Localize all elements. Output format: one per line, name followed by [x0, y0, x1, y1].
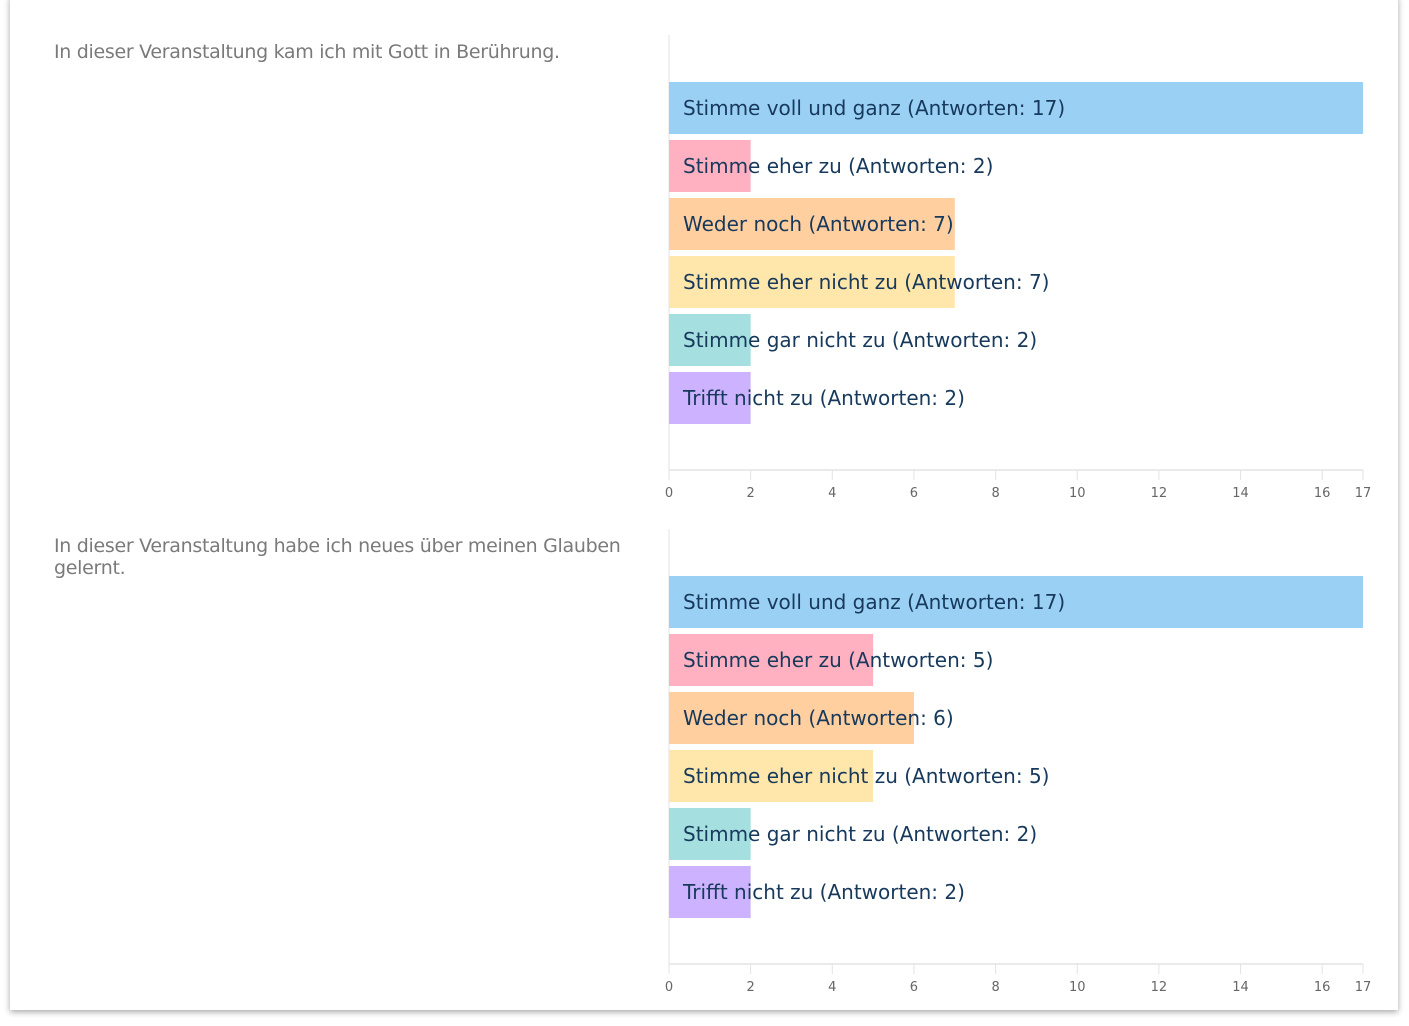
bar: [669, 82, 1363, 134]
bar-label: Stimme voll und ganz (Antworten: 17): [683, 590, 1065, 614]
question-1-bar-chart: 0 2 4 6 8 10 12 14 16 17 Stimme voll und ganz (Ant…: [665, 35, 1371, 501]
bar: [669, 198, 955, 250]
bar: [669, 140, 751, 192]
x-tick-label: 16: [1314, 486, 1331, 501]
bar-label: Stimme gar nicht zu (Antworten: 2): [683, 328, 1037, 352]
question-2-title: In dieser Veranstaltung habe ich neues ü…: [54, 535, 621, 579]
bar: [669, 256, 955, 308]
x-tick-label: 17: [1355, 980, 1372, 995]
bar-label: Stimme eher nicht zu (Antworten: 5): [683, 764, 1049, 788]
bar-label: Stimme gar nicht zu (Antworten: 2): [683, 822, 1037, 846]
x-tick-label: 4: [828, 486, 836, 501]
bar: [669, 750, 874, 802]
x-tick-label: 2: [747, 980, 755, 995]
bar-label: Stimme eher nicht zu (Antworten: 7): [683, 270, 1049, 294]
x-tick-label: 17: [1355, 486, 1372, 501]
bar-label: Trifft nicht zu (Antworten: 2): [682, 880, 965, 904]
x-tick-label: 6: [910, 486, 918, 501]
bar-label: Trifft nicht zu (Antworten: 2): [682, 386, 965, 410]
x-tick-label: 8: [991, 980, 999, 995]
bar-label: Stimme eher zu (Antworten: 2): [683, 154, 993, 178]
x-tick-label: 12: [1151, 980, 1168, 995]
x-tick-label: 4: [828, 980, 836, 995]
question-1-title: In dieser Veranstaltung kam ich mit Gott…: [54, 41, 560, 63]
x-tick-label: 16: [1314, 980, 1331, 995]
x-tick-label: 10: [1069, 980, 1086, 995]
bar: [669, 808, 751, 860]
bar: [669, 866, 751, 918]
x-tick-label: 14: [1232, 486, 1249, 501]
x-tick-label: 10: [1069, 486, 1086, 501]
x-tick-label: 14: [1232, 980, 1249, 995]
bar: [669, 576, 1363, 628]
bar: [669, 634, 874, 686]
x-tick-label: 8: [991, 486, 999, 501]
x-tick-label: 0: [665, 486, 673, 501]
x-tick-label: 6: [910, 980, 918, 995]
bar-label: Stimme eher zu (Antworten: 5): [683, 648, 993, 672]
x-tick-label: 12: [1151, 486, 1168, 501]
bar: [669, 372, 751, 424]
bar-label: Weder noch (Antworten: 6): [683, 706, 954, 730]
x-tick-label: 2: [747, 486, 755, 501]
bar-label: Stimme voll und ganz (Antworten: 17): [683, 96, 1065, 120]
bar-label: Weder noch (Antworten: 7): [683, 212, 954, 236]
question-2-bar-chart: 0 2 4 6 8 10 12 14 16 17 Stimme voll und ganz (Ant…: [665, 529, 1371, 995]
bar: [669, 692, 914, 744]
bar: [669, 314, 751, 366]
x-tick-label: 0: [665, 980, 673, 995]
